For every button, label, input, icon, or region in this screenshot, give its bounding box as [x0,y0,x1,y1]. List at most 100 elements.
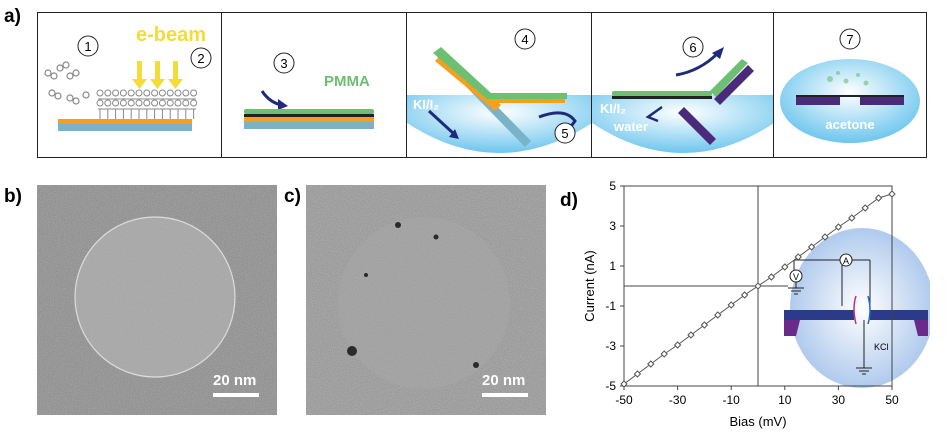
step-6-frame: 6 KI/I₂ water [591,13,774,157]
ground-icon-bottom [856,367,872,375]
voltmeter-label: V [793,272,799,282]
step-7-frame: 7 acetone [773,13,927,157]
metal-layer [244,117,374,122]
series-points [620,190,896,388]
monolayer-unit [158,99,166,107]
monolayer-unit [96,89,104,97]
x-tick-label: 10 [778,393,792,407]
monolayer-unit [112,89,120,97]
monolayer-unit [135,89,143,97]
x-tick-label: -50 [615,393,633,407]
step-2-number: 2 [197,51,204,66]
step-1-2-illustration: 1 2 e-beam [44,24,212,131]
data-point [633,370,642,378]
pore-edge [74,216,236,378]
scale-bar-b [213,393,259,397]
panel-label-c: c) [284,186,301,207]
x-tick-label: 50 [885,393,899,407]
data-point [781,263,789,271]
tem-image-c: 20 nm [306,185,546,415]
chip-left [784,320,800,336]
monolayer-unit [119,99,127,107]
dissolving-pmma [827,71,869,86]
data-point [834,223,843,231]
monolayer-unit [104,99,112,107]
monolayer-unit [151,89,159,97]
measurement-inset: V A KCl [784,228,934,388]
substrate-layer [244,122,374,129]
monolayer-unit [166,89,174,97]
step-1-2-frame: 1 2 e-beam [38,13,221,157]
water-label: water [613,119,648,134]
data-point [714,311,722,319]
y-tick-label: -3 [605,339,616,353]
fabrication-steps-strip: 1 2 e-beam 3 PMMA [37,12,927,158]
membrane-layer [244,114,374,117]
monolayer-unit [182,99,190,107]
pore-region [338,217,510,389]
arrowhead [712,47,724,59]
panel-label-a: a) [4,6,21,27]
step-1-marker [77,35,99,57]
step-4-marker [514,28,536,50]
scale-bar-label-b: 20 nm [213,372,257,389]
lifted-substrate [714,65,754,105]
ebeam-label: e-beam [136,24,206,46]
precursor-molecules [44,61,90,105]
step-6-number: 6 [689,40,696,55]
acetone-label: acetone [825,117,874,132]
data-point [673,341,682,349]
data-point [794,253,802,261]
step-5-marker [554,122,576,144]
ion-flow-arrow [853,295,857,325]
monolayer-unit [127,89,135,97]
panel-label-b: b) [4,186,22,207]
step-7-number: 7 [846,32,853,47]
pore-region [75,217,235,377]
chip-right [914,320,928,336]
metal-layer [58,119,192,124]
step-4-number: 4 [521,32,528,47]
monolayer-unit [158,89,166,97]
electrolyte-glow [790,228,934,388]
lifted-film [710,59,748,97]
pmma-film [433,47,567,99]
electron-beam-arrows [132,61,183,89]
y-tick-label: 5 [609,179,616,193]
chip-right [860,97,904,105]
y-tick-label: -1 [605,299,616,313]
metal-strip [489,99,565,103]
scale-bar-c [482,393,528,397]
suspended-membrane [796,95,904,97]
iv-chart: V A KCl -50 -30 -10 10 30 50 5 3 1 -1 -3 -5 Bia [580,178,934,429]
ki-label: KI/I₂ [413,97,439,112]
acetone-bath [780,59,920,143]
y-axis-label: Current (nA) [582,250,597,322]
monolayer-unit [112,99,120,107]
y-tick-label: -5 [605,379,616,393]
immersion-arrow [427,109,455,135]
monolayer-unit [174,89,182,97]
tem-image-b: 20 nm [37,185,277,415]
y-tick-label: 1 [609,259,616,273]
pmma-layer [244,109,374,114]
data-point [727,301,735,309]
monolayer-unit [127,99,135,107]
step-3-marker [273,52,295,74]
data-point [740,291,749,299]
y-tick-label: 3 [609,219,616,233]
monolayer-unit [119,89,127,97]
step-3-frame: 3 PMMA [221,13,407,157]
monolayer-unit [143,99,151,107]
pmma-film [612,91,712,96]
monolayer-unit [96,99,104,107]
data-point [767,273,776,281]
x-tick-label: -10 [723,393,741,407]
monolayer-unit [190,89,198,97]
monolayer-unit [104,89,112,97]
ammeter-icon [839,253,853,267]
ion-flow-arrow [867,295,871,325]
step-7-illustration: 7 acetone [780,28,920,143]
data-point [647,360,655,368]
x-tick-label: 30 [832,393,846,407]
